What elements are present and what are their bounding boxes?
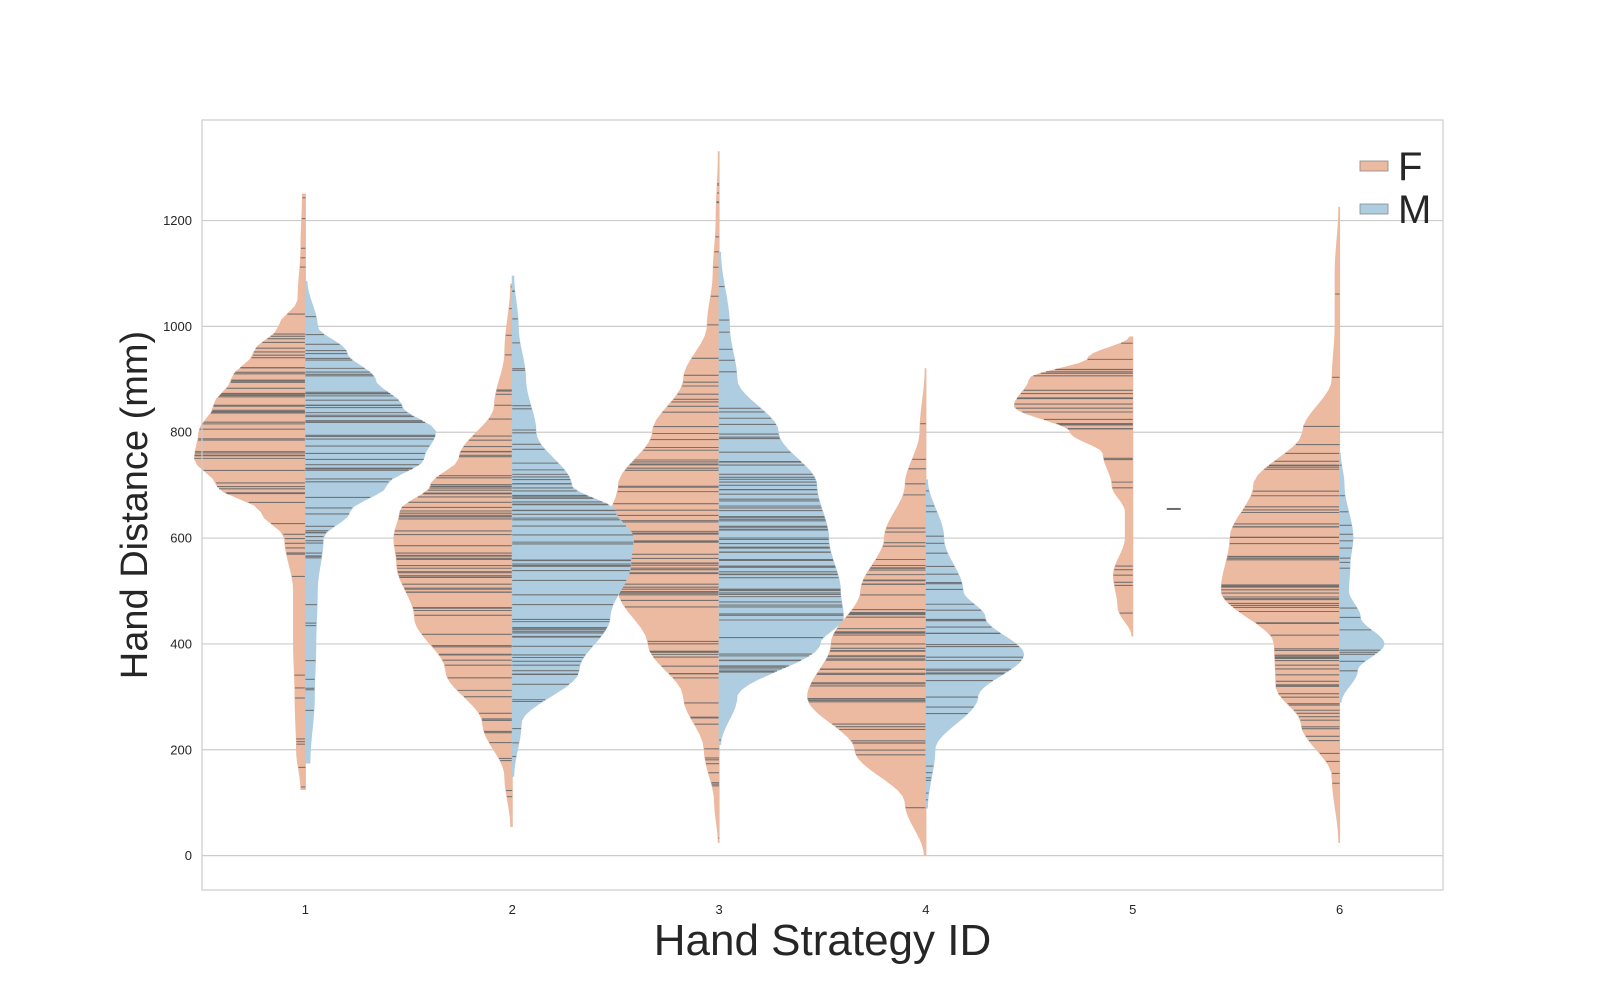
x-tick-label: 5 — [1129, 902, 1136, 917]
violin-F-4 — [807, 368, 927, 857]
y-tick-label: 800 — [170, 425, 192, 440]
violin-M-1 — [304, 280, 437, 764]
violin-M-3 — [718, 251, 844, 745]
y-tick-label: 200 — [170, 742, 192, 757]
violin-M-6 — [1339, 452, 1385, 703]
x-tick-label: 6 — [1336, 902, 1343, 917]
legend-swatch-M — [1359, 203, 1389, 215]
violin-body — [600, 151, 720, 843]
violin-M-2 — [511, 275, 635, 777]
y-tick-label: 600 — [170, 531, 192, 546]
y-axis-title: Hand Distance (mm) — [114, 331, 156, 679]
violins — [193, 151, 1385, 857]
violin-F-5 — [1014, 336, 1134, 637]
violin-body — [304, 280, 437, 764]
legend-swatch-F — [1359, 160, 1389, 172]
legend: FM — [1359, 145, 1431, 232]
legend-label-F: F — [1398, 145, 1422, 189]
violin-F-6 — [1220, 206, 1341, 843]
y-tick-label: 400 — [170, 636, 192, 651]
violin-body — [718, 251, 844, 745]
y-tick-label: 0 — [185, 848, 192, 863]
plot-frame — [201, 119, 1444, 891]
y-tick-label: 1200 — [163, 213, 192, 228]
x-tick-label: 4 — [922, 902, 929, 917]
x-tick-label: 1 — [302, 902, 309, 917]
violin-M-4 — [925, 479, 1025, 809]
x-tick-label: 3 — [715, 902, 722, 917]
x-axis-title: Hand Strategy ID — [654, 916, 992, 965]
x-tick-label: 2 — [509, 902, 516, 917]
violin-body — [1014, 336, 1134, 637]
axis-ticks: 0 200 400 600 800 1000 1200 1 2 3 4 5 6 — [163, 213, 1343, 917]
violin-body — [1339, 452, 1385, 703]
violin-body — [925, 479, 1025, 809]
violin-body — [193, 193, 306, 790]
legend-label-M: M — [1398, 188, 1431, 232]
violin-F-3 — [600, 151, 720, 843]
y-tick-label: 1000 — [163, 319, 192, 334]
violin-F-2 — [393, 283, 513, 827]
violin-body — [1220, 206, 1341, 843]
violin-F-1 — [193, 193, 306, 790]
